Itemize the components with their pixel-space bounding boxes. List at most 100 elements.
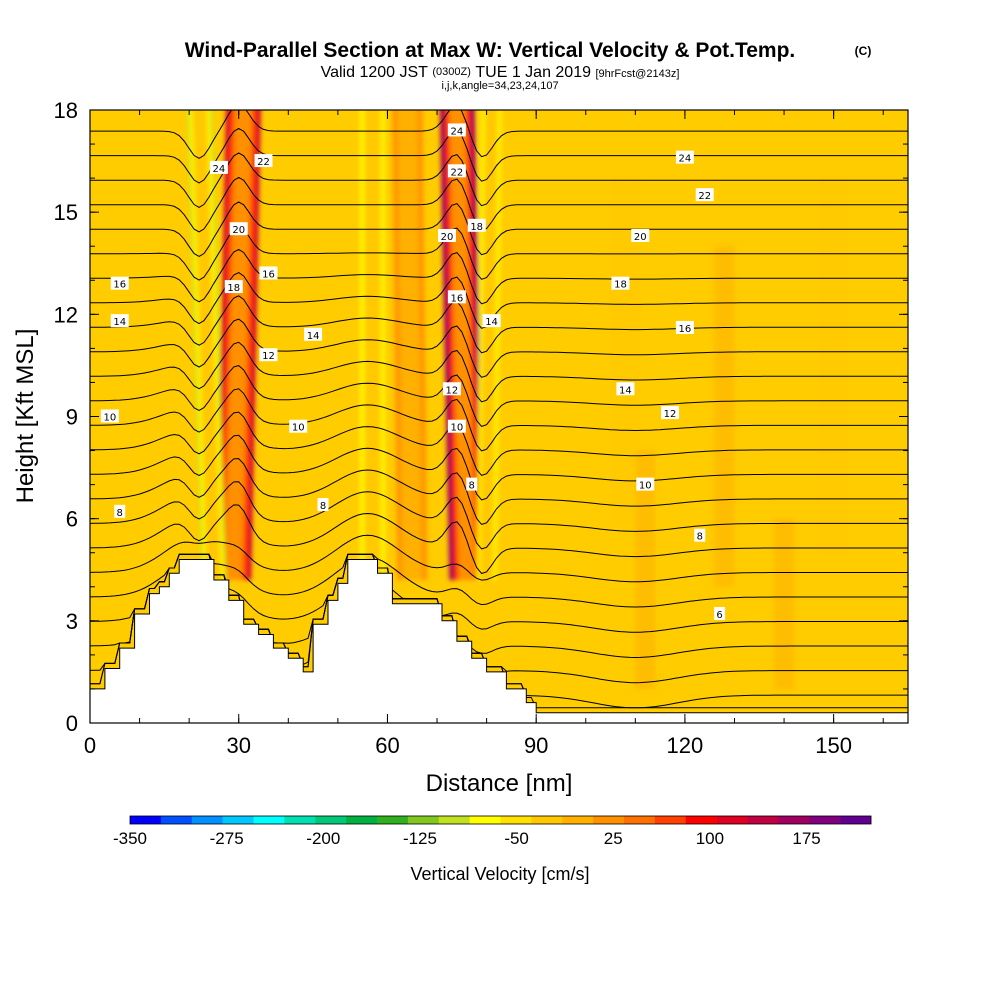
- contour-label-text: 14: [113, 317, 126, 328]
- colorbar-swatch: [191, 816, 223, 824]
- contour-label-text: 14: [485, 317, 498, 328]
- valid-time-line: Valid 1200 JST (0300Z) TUE 1 Jan 2019 [9…: [321, 62, 680, 81]
- contour-label-bg: [209, 160, 228, 174]
- colorbar-swatch: [346, 816, 378, 824]
- theta-contour-18: [90, 341, 908, 403]
- colorbar-swatch: [407, 816, 440, 824]
- theta-contour-10: [90, 534, 908, 583]
- theta-contour-9: [90, 553, 908, 608]
- theta-contour-14: [90, 434, 908, 501]
- y-tick-label: 15: [54, 200, 78, 225]
- contour-label-bg: [317, 498, 329, 512]
- contour-label-text: 20: [232, 225, 245, 236]
- colorbar-swatch: [315, 816, 347, 824]
- theta-contour-22: [90, 248, 908, 305]
- contour-label-bg: [437, 229, 456, 243]
- contour-label-2: 20: [229, 222, 248, 236]
- contour-label-5: 16: [110, 276, 129, 291]
- chart-title: Wind-Parallel Section at Max W: Vertical…: [185, 39, 796, 62]
- contour-label-text: 22: [257, 157, 270, 168]
- contour-label-text: 8: [117, 508, 123, 519]
- valid-time-utc: (0300Z): [432, 66, 471, 78]
- theta-contour-28: [90, 110, 908, 159]
- contour-label-27: 14: [616, 382, 635, 396]
- contour-label-bg: [675, 320, 694, 334]
- contour-label-text: 16: [262, 269, 275, 280]
- contour-label-18: 14: [482, 314, 501, 328]
- contour-label-bg: [661, 406, 680, 420]
- contour-label-bg: [442, 382, 461, 396]
- x-tick-label: 150: [815, 733, 852, 758]
- colorbar-tick-label: -200: [306, 829, 340, 848]
- contour-label-20: 10: [447, 419, 466, 434]
- contour-label-text: 10: [292, 423, 305, 434]
- y-tick-label: 6: [66, 507, 78, 532]
- copyright-mark: (C): [855, 44, 872, 58]
- colorbar-tick-label: -350: [113, 829, 147, 848]
- y-tick-label: 18: [54, 98, 78, 123]
- y-tick-label: 9: [66, 405, 78, 430]
- colorbar-title: Vertical Velocity [cm/s]: [410, 864, 589, 884]
- colorbar-tick-label: 100: [696, 829, 724, 848]
- contour-label-bg: [447, 123, 466, 137]
- colorbar-swatch: [809, 816, 841, 824]
- contour-label-0: 24: [209, 160, 228, 175]
- x-tick-label: 0: [84, 733, 96, 758]
- valid-time-local: Valid 1200 JST: [321, 64, 429, 81]
- contour-label-bg: [110, 314, 129, 328]
- contour-label-bg: [259, 348, 278, 362]
- contour-label-6: 14: [110, 314, 129, 328]
- contour-label-bg: [631, 229, 650, 243]
- contour-label-text: 6: [716, 610, 722, 621]
- contour-label-text: 24: [450, 126, 463, 137]
- colorbar-swatch: [130, 816, 162, 824]
- contour-label-text: 8: [320, 501, 326, 512]
- y-tick-label: 0: [66, 711, 78, 736]
- contour-label-text: 18: [227, 283, 240, 294]
- theta-contour-15: [90, 411, 908, 476]
- theta-contours: [90, 110, 908, 709]
- contour-label-text: 24: [679, 154, 692, 165]
- contour-label-text: 18: [470, 222, 483, 233]
- colorbar-swatch: [562, 816, 594, 824]
- colorbar-swatch: [438, 816, 470, 824]
- contour-label-9: 10: [289, 419, 308, 434]
- contour-label-text: 20: [634, 232, 647, 243]
- contour-label-text: 22: [698, 191, 711, 202]
- contour-label-text: 8: [697, 532, 703, 543]
- x-tick-label: 30: [226, 733, 250, 758]
- contour-label-bg: [447, 164, 466, 178]
- contour-label-22: 24: [675, 150, 694, 165]
- w-band-downdraft-1-3: [193, 110, 221, 580]
- contour-label-bg: [447, 290, 466, 304]
- colorbar-swatch: [716, 816, 748, 824]
- contour-label-bg: [254, 154, 273, 168]
- colorbar-swatch: [593, 816, 625, 824]
- y-axis: 0 3 6 9 12 15 18: [54, 98, 908, 736]
- contour-label-text: 10: [103, 413, 116, 424]
- w-patch-3: [635, 450, 656, 689]
- colorbar-swatch: [284, 816, 316, 824]
- contour-label-16: 18: [467, 218, 486, 233]
- contour-label-bg: [466, 477, 478, 491]
- contour-label-28: 12: [661, 406, 680, 420]
- plot-area: 24 22 20 18 16 16 14 14 12 10 10 8 8 24 22 20 18 16 14 12 10…: [90, 110, 908, 723]
- contour-label-bg: [616, 382, 635, 396]
- colorbar-swatch: [624, 816, 656, 824]
- colorbar-tick-label: -275: [210, 829, 244, 848]
- contour-label-21: 8: [466, 477, 478, 492]
- contour-label-19: 12: [442, 382, 461, 396]
- theta-contour-16: [90, 388, 908, 452]
- contour-label-bg: [695, 188, 714, 202]
- contour-label-4: 16: [259, 266, 278, 280]
- contour-label-1: 22: [254, 154, 273, 168]
- theta-contour-17: [90, 365, 908, 427]
- contour-label-text: 16: [113, 280, 126, 291]
- theta-contour-20: [90, 295, 908, 354]
- theta-contour-24: [90, 201, 908, 257]
- y-axis-title: Height [Kft MSL]: [12, 329, 39, 504]
- contour-label-10: 10: [100, 409, 119, 424]
- contour-label-bg: [482, 314, 501, 328]
- w-patch-0: [615, 178, 636, 519]
